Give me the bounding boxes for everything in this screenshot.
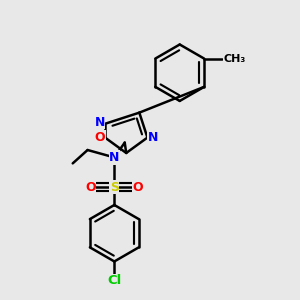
Text: N: N: [148, 131, 158, 144]
Text: O: O: [133, 181, 143, 194]
Text: S: S: [110, 181, 119, 194]
Text: Cl: Cl: [107, 274, 122, 287]
Text: O: O: [85, 181, 96, 194]
Text: N: N: [109, 151, 119, 164]
Text: O: O: [94, 131, 105, 144]
Text: CH₃: CH₃: [224, 54, 246, 64]
Text: N: N: [94, 116, 105, 129]
